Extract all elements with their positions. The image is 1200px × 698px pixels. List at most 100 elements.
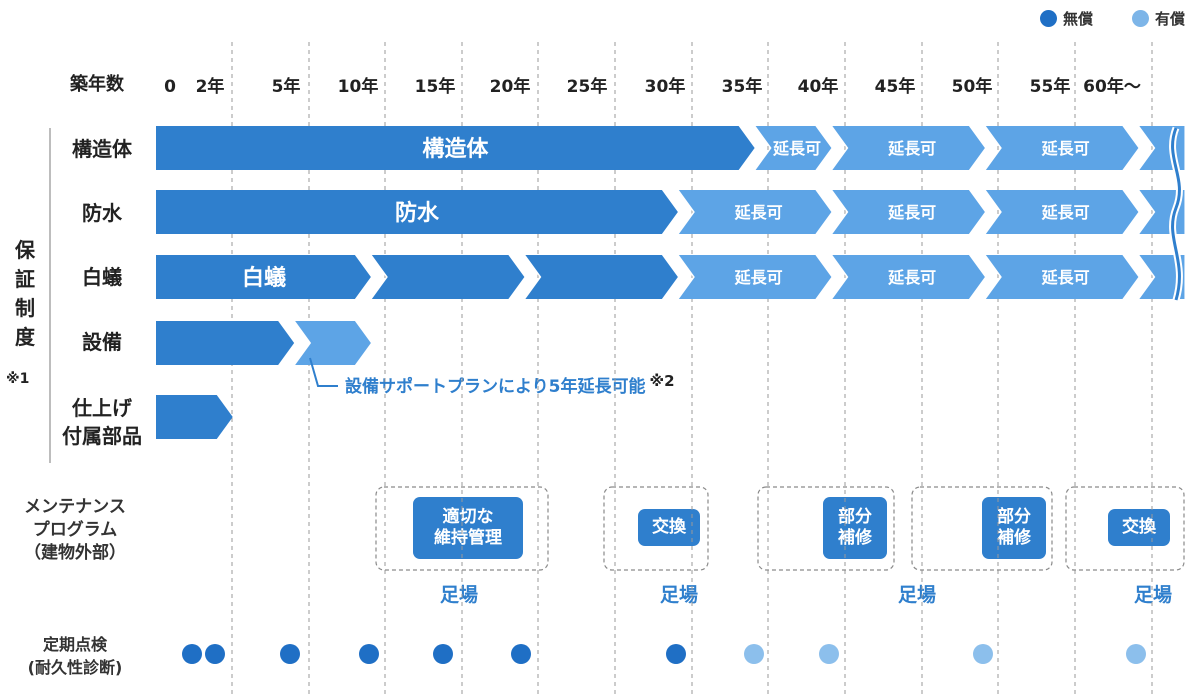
axis-tick-label: 50年	[952, 76, 993, 97]
warranty-bar-segment	[1138, 255, 1185, 299]
warranty-bar-segment	[831, 255, 985, 299]
segment-divider	[830, 189, 849, 235]
inspection-dot	[666, 644, 686, 664]
maintenance-box-replace-1: 交換	[638, 509, 700, 546]
bar-label: 構造体	[422, 136, 489, 162]
segment-divider	[830, 254, 849, 300]
segment-divider	[677, 189, 695, 235]
bar-label: 延長可	[734, 203, 783, 222]
equipment-support-note: 設備サポートプランにより5年延長可能 ※2	[345, 372, 675, 397]
warranty-bar-segment	[156, 255, 371, 299]
row-label-finishing: 仕上げ 付属部品	[62, 396, 142, 448]
row-label-termite: 白蟻	[82, 265, 122, 289]
inspection-dot	[819, 644, 839, 664]
maintenance-box-partial-repair-2: 部分 補修	[982, 497, 1046, 559]
bar-label: 延長可	[887, 268, 936, 287]
maintenance-box-replace-2: 交換	[1108, 509, 1170, 546]
scaffold-period-outline	[1065, 486, 1185, 571]
warranty-bar-segment	[156, 126, 755, 170]
segment-divider	[984, 125, 1002, 171]
legend-paid-dot-icon	[1132, 10, 1149, 27]
axis-tick-label: 0	[164, 77, 176, 97]
warranty-bar-segment	[984, 190, 1139, 234]
bar-label: 延長可	[1041, 203, 1090, 222]
axis-tick-label: 25年	[567, 76, 608, 97]
axis-tick-label: 60年〜	[1083, 76, 1141, 97]
bar-label: 延長可	[887, 139, 936, 158]
vertical-title-char: 保	[15, 238, 35, 262]
vertical-title-char: 度	[15, 325, 35, 349]
inspection-dot	[1126, 644, 1146, 664]
segment-divider	[754, 125, 772, 171]
axis-tick-label: 5年	[272, 76, 301, 97]
scaffold-period-outline	[911, 486, 1053, 571]
warranty-bar-segment	[677, 190, 832, 234]
segment-divider	[523, 254, 542, 300]
warranty-bar-segment	[677, 255, 832, 299]
legend-free-label: 無償	[1063, 10, 1094, 28]
inspection-dot	[433, 644, 453, 664]
warranty-bar-segment	[294, 321, 371, 365]
equipment-support-note-text: 設備サポートプランにより5年延長可能	[345, 377, 646, 397]
scaffold-label: 足場	[898, 584, 937, 606]
axis-tick-label: 35年	[722, 76, 763, 97]
scaffold-period-outline	[603, 486, 709, 571]
warranty-bar-segment	[754, 126, 832, 170]
segment-divider	[984, 189, 1002, 235]
row-label-equipment: 設備	[82, 330, 122, 354]
axis-tick-label: 45年	[875, 76, 916, 97]
segment-divider	[830, 125, 849, 171]
support-note-leader	[309, 357, 338, 387]
legend-free-dot-icon	[1040, 10, 1057, 27]
vertical-title-char: 制	[15, 296, 35, 320]
warranty-bar-segment	[831, 190, 985, 234]
axis-tick-label: 40年	[798, 76, 839, 97]
axis-tick-label: 55年	[1030, 76, 1071, 97]
row-label-structure: 構造体	[72, 137, 132, 161]
bar-label: 延長可	[734, 268, 783, 287]
inspection-dot	[511, 644, 531, 664]
segment-divider	[1137, 125, 1156, 171]
maintenance-box-partial-repair-1: 部分 補修	[823, 497, 887, 559]
vertical-title-char: 証	[15, 267, 35, 291]
warranty-system-title: 保 証 制 度	[10, 236, 40, 352]
segment-divider	[1137, 254, 1156, 300]
bar-label: 延長可	[1041, 268, 1090, 287]
row-label-waterproof: 防水	[82, 201, 122, 225]
warranty-bar-segment	[984, 255, 1139, 299]
segment-divider	[370, 254, 388, 300]
segment-divider	[293, 320, 312, 366]
segment-divider	[677, 254, 695, 300]
maintenance-box-proper-care: 適切な 維持管理	[413, 497, 523, 559]
maintenance-label: メンテナンス プログラム （建物外部）	[24, 497, 126, 563]
bar-label: 延長可	[1041, 139, 1090, 158]
warranty-bar-segment	[984, 126, 1139, 170]
axis-label: 築年数	[70, 74, 124, 95]
axis-tick-label: 20年	[490, 76, 531, 97]
inspection-dot	[280, 644, 300, 664]
inspection-label: 定期点検 (耐久性診断)	[27, 635, 123, 677]
legend-free: 無償	[1040, 8, 1093, 29]
axis-tick-label: 30年	[645, 76, 686, 97]
warranty-bar-segment	[831, 126, 985, 170]
warranty-bar-segment	[156, 190, 678, 234]
inspection-dot	[973, 644, 993, 664]
inspection-dot	[205, 644, 225, 664]
legend-paid-label: 有償	[1155, 10, 1186, 28]
warranty-bar-segment	[156, 321, 295, 365]
bar-label: 防水	[395, 201, 440, 226]
bar-label: 延長可	[772, 139, 821, 158]
scaffold-period-outline	[375, 486, 549, 571]
vertical-note: ※1	[6, 371, 30, 387]
inspection-dot	[359, 644, 379, 664]
inspection-dot	[744, 644, 764, 664]
break-line	[1171, 127, 1181, 301]
legend-paid: 有償	[1132, 8, 1185, 29]
warranty-bar-segment	[156, 395, 233, 439]
segment-divider	[1137, 189, 1156, 235]
scaffold-period-outline	[757, 486, 895, 571]
axis-tick-label: 10年	[338, 76, 379, 97]
equipment-support-note-mark: ※2	[649, 372, 675, 390]
